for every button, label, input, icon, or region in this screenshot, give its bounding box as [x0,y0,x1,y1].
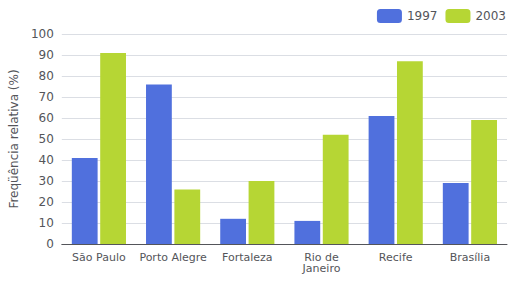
svg-text:80: 80 [39,69,54,83]
svg-text:Brasília: Brasília [450,251,490,264]
svg-text:Fortaleza: Fortaleza [222,251,273,264]
svg-text:São Paulo: São Paulo [72,251,126,264]
svg-text:Porto Alegre: Porto Alegre [139,251,207,264]
svg-text:50: 50 [39,132,54,146]
svg-text:Rio de: Rio de [304,251,339,264]
svg-text:1997: 1997 [407,9,438,23]
svg-text:90: 90 [39,48,54,62]
svg-text:30: 30 [39,174,54,188]
svg-text:0: 0 [46,237,54,251]
svg-text:60: 60 [39,111,54,125]
svg-text:100: 100 [31,27,54,41]
svg-text:Janeiro: Janeiro [302,262,341,275]
svg-text:2003: 2003 [475,9,506,23]
svg-text:Freqüência relativa (%): Freqüência relativa (%) [7,69,21,208]
svg-text:10: 10 [39,216,54,230]
svg-text:20: 20 [39,195,54,209]
svg-text:40: 40 [39,153,54,167]
svg-text:Recife: Recife [379,251,413,264]
svg-text:70: 70 [39,90,54,104]
